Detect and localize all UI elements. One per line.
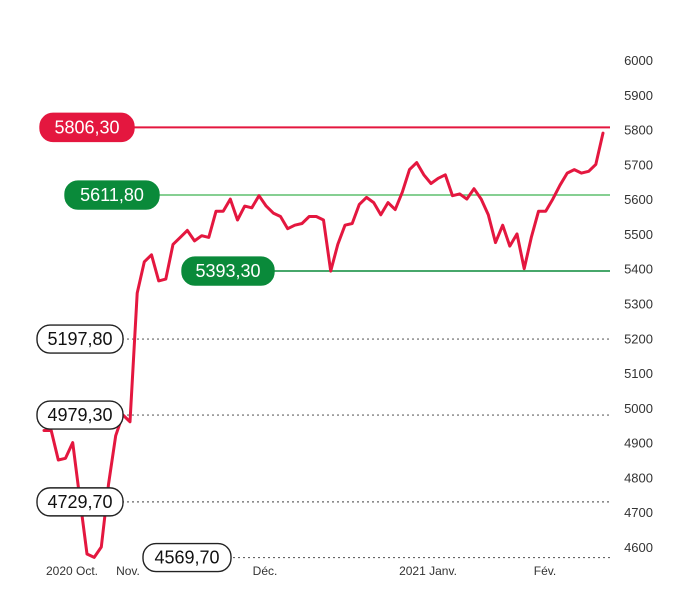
level-badges: 5806,30 5611,80 5393,30 5197,80 4979,30 4729,…: [36, 112, 275, 573]
y-tick-label: 5900: [624, 88, 653, 103]
x-axis: 2020 Oct. Nov. Déc. 2021 Janv. Fév.: [46, 564, 556, 578]
x-tick-label: 2021 Janv.: [399, 564, 457, 578]
series-group: [42, 131, 605, 559]
level-badge: [36, 487, 124, 517]
x-tick-label: Déc.: [253, 564, 278, 578]
y-tick-label: 5700: [624, 157, 653, 172]
level-badge: [64, 180, 160, 210]
level-badge-label: 4569,70: [154, 548, 219, 568]
y-tick-label: 4800: [624, 470, 653, 485]
level-badge-label: 5197,80: [47, 329, 112, 349]
series-line: [42, 131, 605, 559]
level-badge-label: 4979,30: [47, 405, 112, 425]
level-badge-label: 5393,30: [195, 261, 260, 281]
x-tick-label: 2020 Oct.: [46, 564, 98, 578]
y-tick-label: 4900: [624, 436, 653, 451]
y-axis: 4600 4700 4800 4900 5000 5100 5200 5300 5400 5500…: [624, 53, 653, 555]
level-badge: [181, 256, 275, 286]
y-tick-label: 5800: [624, 123, 653, 138]
y-tick-label: 4700: [624, 505, 653, 520]
y-tick-label: 5500: [624, 227, 653, 242]
y-tick-label: 5400: [624, 262, 653, 277]
reference-lines: [37, 126, 610, 559]
y-tick-label: 5600: [624, 192, 653, 207]
level-badge: [39, 112, 135, 143]
x-tick-label: Nov.: [116, 564, 140, 578]
y-tick-label: 5200: [624, 331, 653, 346]
y-tick-label: 6000: [624, 53, 653, 68]
y-tick-label: 5100: [624, 366, 653, 381]
level-badge-label: 4729,70: [47, 492, 112, 512]
y-tick-label: 5300: [624, 297, 653, 312]
level-badge-label: 5611,80: [80, 185, 144, 205]
y-tick-label: 4600: [624, 540, 653, 555]
level-badge: [36, 400, 124, 430]
level-badge: [36, 324, 124, 354]
level-badge-label: 5806,30: [54, 117, 119, 137]
level-badge: [142, 542, 232, 573]
y-tick-label: 5000: [624, 401, 653, 416]
x-tick-label: Fév.: [534, 564, 556, 578]
